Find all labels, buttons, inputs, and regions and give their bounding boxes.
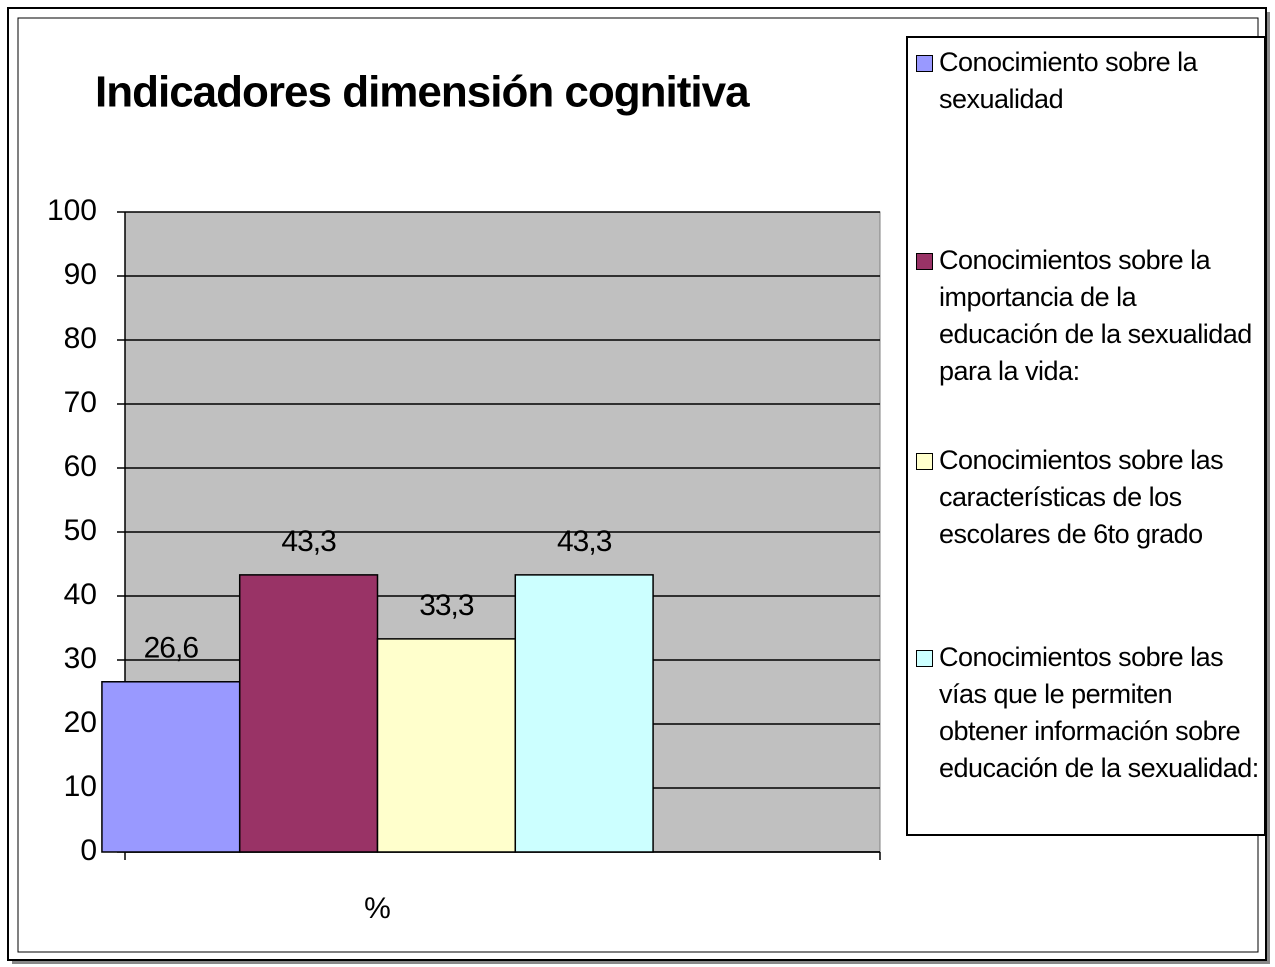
legend-entry: Conocimientos sobre las características …	[916, 442, 1261, 553]
y-tick-label: 10	[64, 770, 97, 803]
legend-swatch	[916, 55, 933, 72]
y-tick-label: 50	[64, 514, 97, 547]
y-tick-label: 30	[64, 642, 97, 675]
x-tick-label: %	[364, 892, 391, 925]
y-tick-label: 20	[64, 706, 97, 739]
data-label: 43,3	[557, 525, 612, 558]
legend-swatch	[916, 253, 933, 270]
y-tick-label: 40	[64, 578, 97, 611]
y-tick-label: 0	[80, 834, 97, 867]
y-tick-label: 80	[64, 322, 97, 355]
bar	[514, 574, 654, 853]
data-label: 33,3	[419, 589, 474, 622]
bar	[376, 638, 517, 853]
legend-label: Conocimientos sobre la importancia de la…	[939, 245, 1252, 386]
y-tick-label: 60	[64, 450, 97, 483]
y-tick-label: 100	[47, 194, 97, 227]
legend-entry: Conocimientos sobre las vías que le perm…	[916, 639, 1261, 787]
bar	[101, 681, 241, 853]
legend-entry: Conocimiento sobre la sexualidad	[916, 44, 1261, 118]
legend-label: Conocimientos sobre las características …	[939, 445, 1224, 549]
y-tick-label: 90	[64, 258, 97, 291]
legend-entry: Conocimientos sobre la importancia de la…	[916, 242, 1261, 390]
legend-swatch	[916, 650, 933, 667]
legend-swatch	[916, 453, 933, 470]
chart-title: Indicadores dimensión cognitiva	[95, 68, 750, 117]
legend-box	[906, 36, 1266, 836]
data-label: 26,6	[144, 632, 199, 665]
y-tick-label: 70	[64, 386, 97, 419]
legend-label: Conocimiento sobre la sexualidad	[939, 47, 1198, 114]
data-label: 43,3	[281, 525, 336, 558]
bar	[238, 574, 379, 853]
legend-label: Conocimientos sobre las vías que le perm…	[939, 642, 1259, 783]
